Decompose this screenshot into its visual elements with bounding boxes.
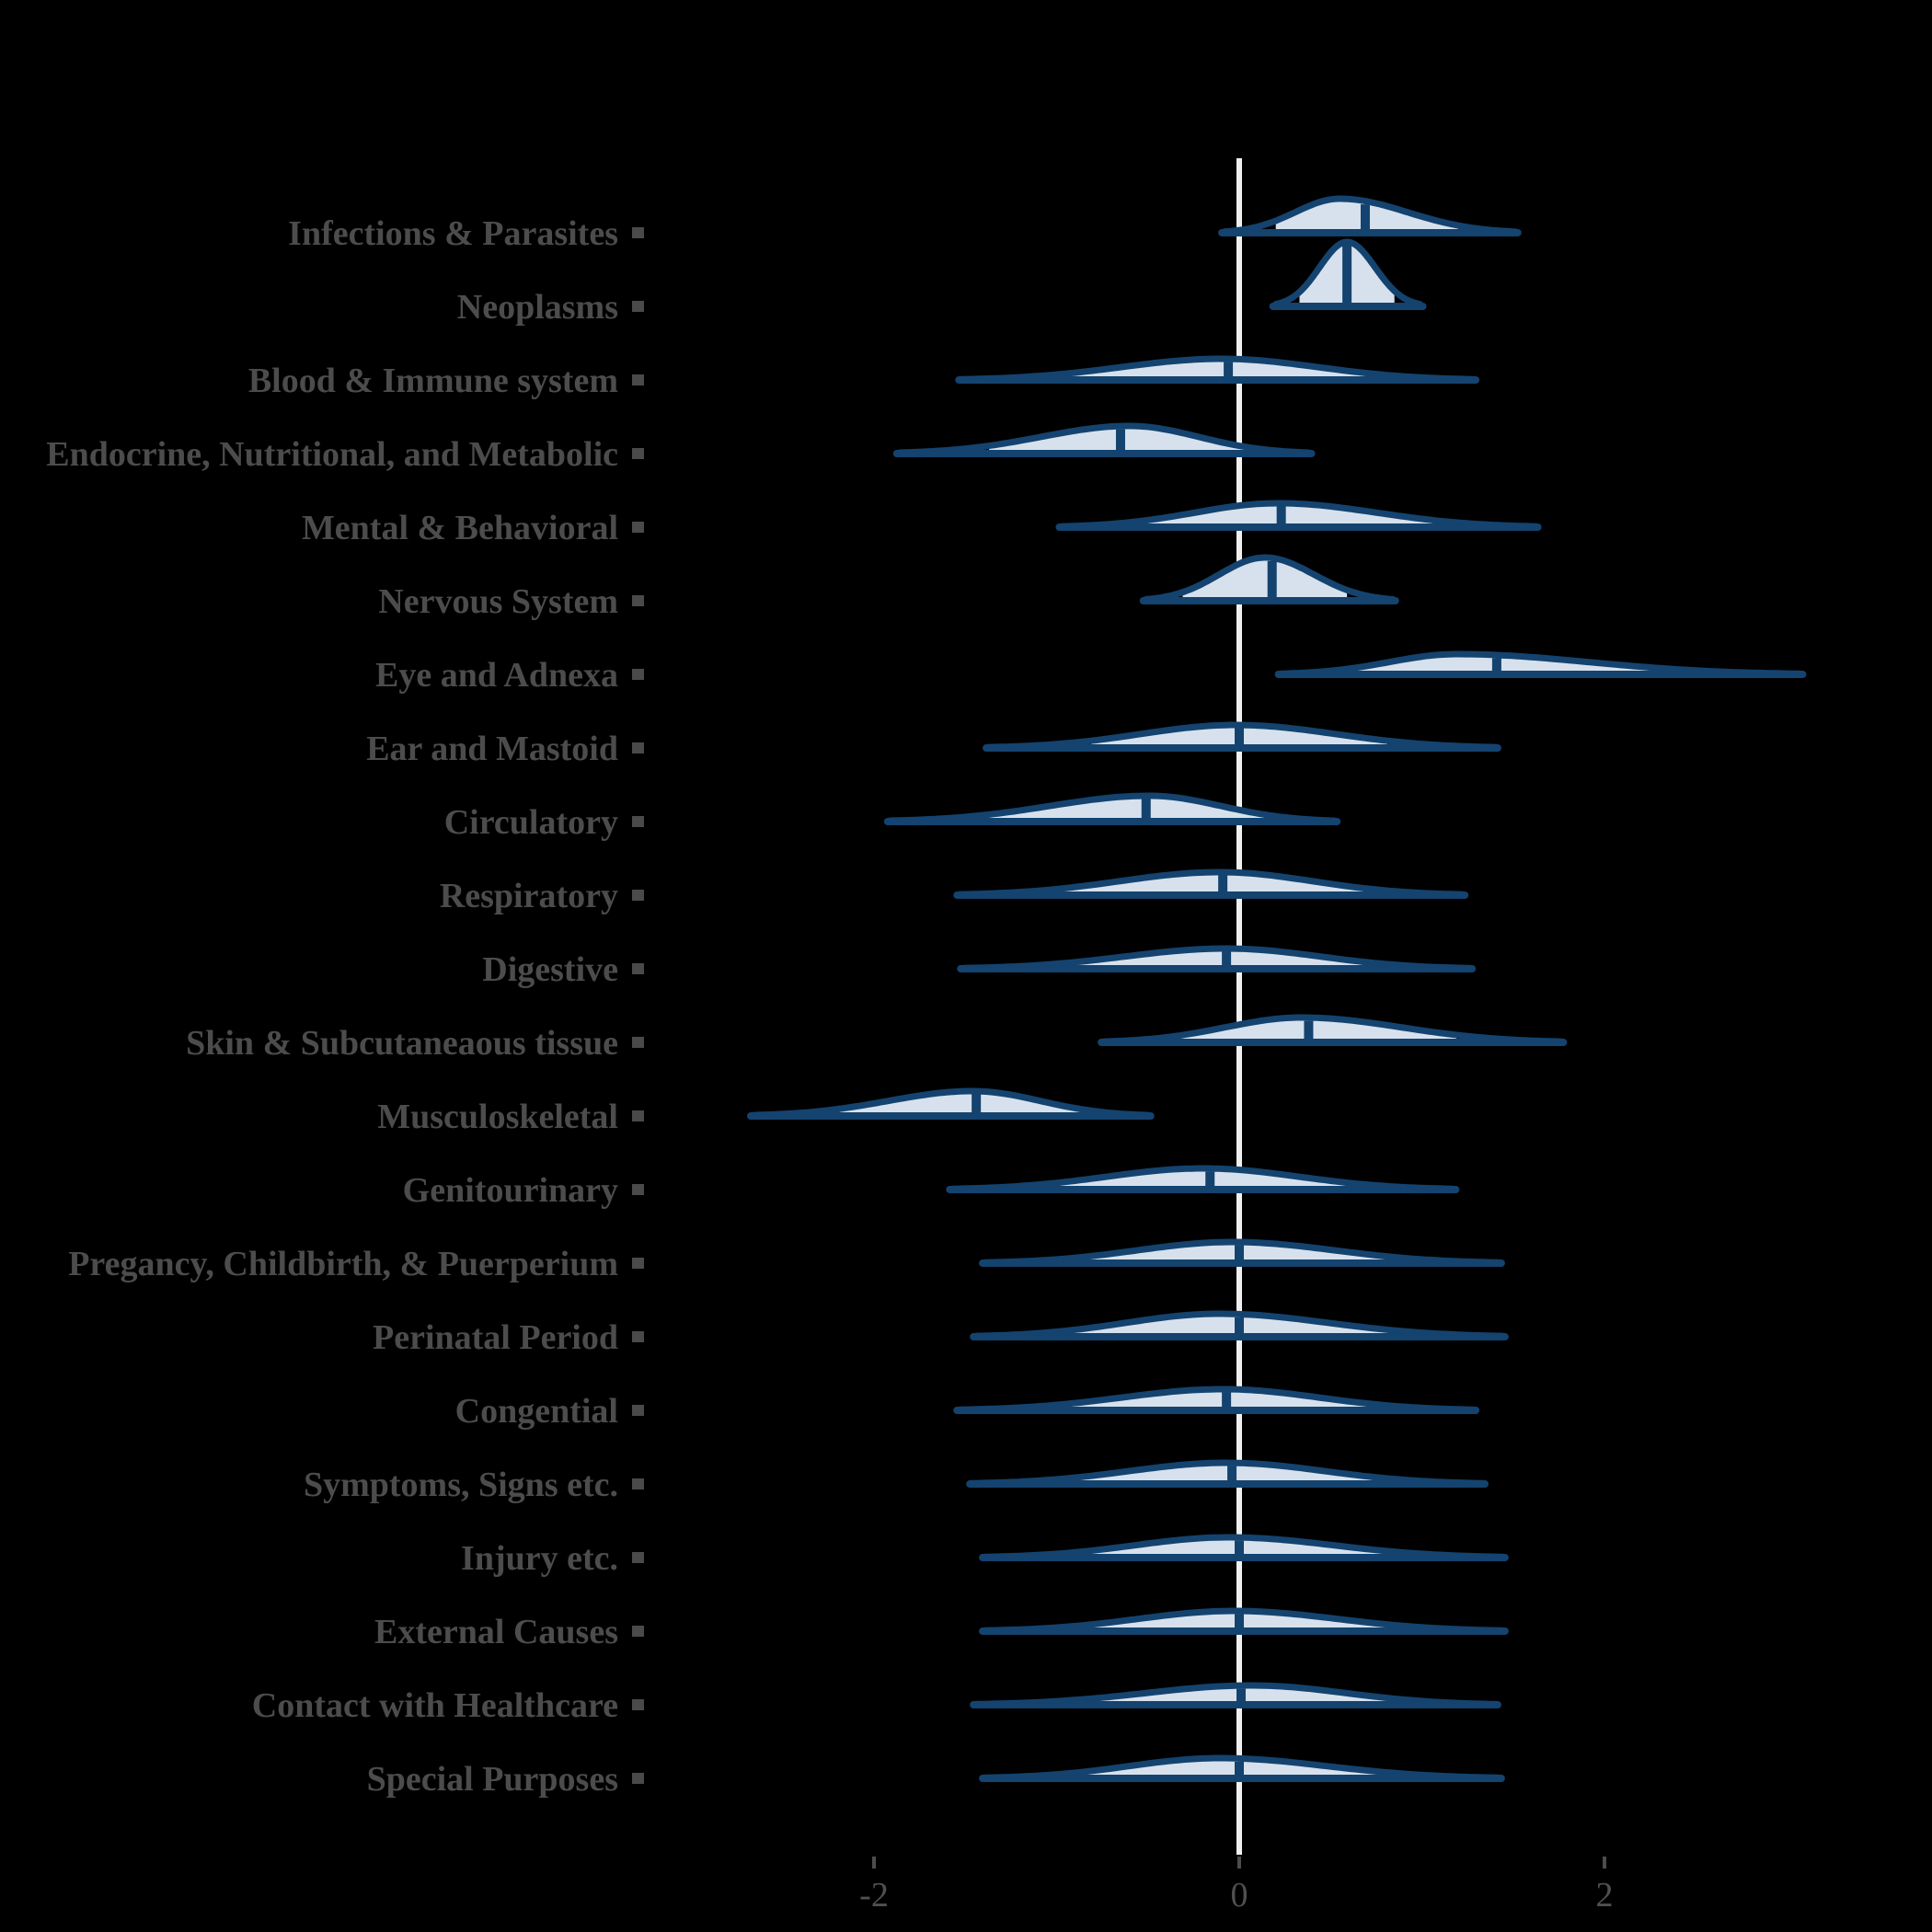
row-label: Musculoskeletal — [377, 1098, 618, 1136]
y-axis-tick — [632, 1699, 644, 1710]
y-axis-tick — [632, 1552, 644, 1563]
y-axis-tick — [632, 374, 644, 385]
row-label: External Causes — [374, 1613, 618, 1651]
density-outline — [1143, 554, 1397, 603]
y-axis-tick — [632, 1478, 644, 1489]
y-axis-tick — [632, 963, 644, 974]
y-axis-tick — [632, 1037, 644, 1048]
density-outline — [960, 945, 1473, 972]
density-outline — [949, 1165, 1456, 1192]
density-outline — [982, 1534, 1506, 1560]
density-outline — [982, 1607, 1506, 1634]
y-axis-tick — [632, 1110, 644, 1121]
row-label: Mental & Behavioral — [302, 509, 618, 547]
y-axis-tick — [632, 1626, 644, 1637]
y-axis-tick — [632, 1773, 644, 1784]
row-label: Respiratory — [440, 877, 618, 915]
density-outline — [887, 792, 1338, 824]
y-axis-tick — [632, 742, 644, 753]
y-axis-tick — [632, 522, 644, 533]
density-outline — [1100, 1014, 1564, 1045]
density-outline — [958, 355, 1477, 383]
row-label: Congential — [455, 1392, 618, 1431]
row-label: Injury etc. — [461, 1539, 618, 1578]
y-axis-tick — [632, 890, 644, 901]
row-label: Pregancy, Childbirth, & Puerperium — [68, 1245, 618, 1283]
y-axis-tick — [632, 1184, 644, 1195]
density-outline — [972, 1682, 1499, 1708]
density-fill — [1182, 558, 1348, 601]
y-axis-tick — [632, 301, 644, 312]
row-label: Endocrine, Nutritional, and Metabolic — [46, 435, 618, 474]
row-label: Digestive — [482, 950, 618, 989]
y-axis-tick — [632, 448, 644, 459]
density-outline — [956, 868, 1466, 898]
row-label: Special Purposes — [367, 1760, 618, 1799]
density-fill — [1347, 654, 1691, 674]
row-label: Eye and Adnexa — [375, 656, 618, 695]
x-tick-label: 2 — [1596, 1876, 1614, 1915]
y-axis-tick — [632, 669, 644, 680]
row-label: Perinatal Period — [373, 1318, 618, 1357]
density-fill — [839, 1091, 1092, 1116]
row-label: Circulatory — [444, 803, 618, 842]
density-fill — [1054, 872, 1376, 895]
density-outline — [985, 721, 1499, 751]
row-label: Blood & Immune system — [248, 362, 618, 400]
density-outline — [1221, 195, 1519, 236]
row-label: Contact with Healthcare — [252, 1686, 618, 1725]
density-outline — [969, 1459, 1486, 1487]
y-axis-tick — [632, 1331, 644, 1342]
density-outline — [896, 422, 1312, 456]
row-label: Symptoms, Signs etc. — [304, 1466, 618, 1504]
density-outline — [972, 1310, 1506, 1340]
y-axis-tick — [632, 816, 644, 827]
density-fill — [985, 796, 1293, 822]
density-outline — [750, 1087, 1152, 1119]
row-label: Ear and Mastoid — [366, 730, 618, 768]
row-label: Nervous System — [378, 582, 618, 621]
density-outline — [956, 1386, 1477, 1413]
x-tick-label: -2 — [859, 1876, 889, 1915]
density-outline — [1272, 238, 1423, 308]
row-label: Infections & Parasites — [288, 214, 618, 253]
row-label: Skin & Subcutaneaous tissue — [186, 1024, 618, 1063]
density-outline — [982, 1238, 1502, 1266]
y-axis-tick — [632, 595, 644, 606]
density-outline — [982, 1754, 1502, 1781]
y-axis-tick — [632, 1405, 644, 1416]
row-label: Genitourinary — [403, 1171, 618, 1210]
density-outline — [1059, 500, 1539, 530]
x-tick-label: 0 — [1231, 1876, 1248, 1915]
y-axis-tick — [632, 1258, 644, 1269]
y-axis-tick — [632, 227, 644, 238]
row-label: Neoplasms — [457, 288, 618, 327]
